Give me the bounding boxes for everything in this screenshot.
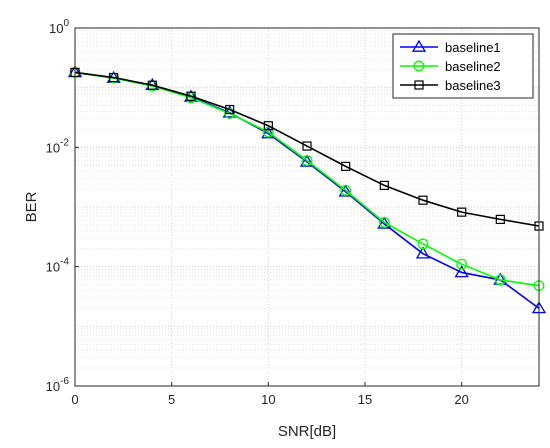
data-point-baseline3 — [418, 195, 428, 205]
data-point-baseline2 — [494, 274, 506, 286]
data-point-baseline3 — [147, 80, 157, 90]
data-point-baseline1 — [338, 184, 353, 197]
legend: baseline1 baseline2 baseline3 — [392, 33, 534, 99]
data-point-baseline2 — [224, 107, 236, 119]
data-point-baseline3 — [225, 104, 235, 115]
x-tick-label: 5 — [168, 392, 175, 407]
data-point-baseline2 — [301, 155, 313, 167]
legend-entry-baseline3: baseline3 — [400, 78, 501, 93]
y-tick-label: 10-6 — [46, 376, 70, 394]
x-tick-label: 10 — [261, 392, 275, 407]
x-tick-label: 15 — [358, 392, 372, 407]
data-point-baseline3 — [302, 141, 312, 151]
data-point-baseline2 — [378, 217, 390, 228]
legend-label: baseline1 — [445, 40, 501, 55]
x-ticks: 0 5 10 15 20 — [71, 382, 469, 407]
y-tick-label: 100 — [49, 18, 69, 36]
legend-label: baseline2 — [445, 59, 501, 74]
data-point-baseline1 — [261, 126, 276, 139]
data-point-baseline1 — [299, 154, 315, 167]
series-group — [67, 65, 547, 314]
data-point-baseline2 — [262, 126, 274, 138]
data-point-baseline3 — [495, 214, 505, 224]
data-point-baseline3 — [186, 91, 196, 101]
y-axis-label: BER — [23, 191, 40, 222]
x-axis-label: SNR[dB] — [278, 423, 336, 440]
legend-marker — [411, 39, 427, 52]
data-point-baseline3 — [263, 121, 273, 131]
data-point-baseline2 — [340, 184, 352, 196]
data-point-baseline1 — [377, 216, 392, 229]
x-tick-label: 20 — [454, 392, 468, 407]
data-point-baseline3 — [341, 161, 351, 171]
legend-entry-baseline1: baseline1 — [400, 39, 501, 55]
data-point-baseline1 — [415, 246, 431, 259]
x-tick-label: 0 — [71, 392, 78, 407]
data-point-baseline3 — [457, 207, 467, 217]
data-point-baseline3 — [109, 72, 119, 83]
data-point-baseline3 — [379, 180, 389, 191]
series-line-baseline3 — [74, 71, 540, 227]
data-point-baseline2 — [456, 258, 468, 270]
legend-entry-baseline2: baseline2 — [400, 59, 501, 74]
y-tick-label: 10-4 — [46, 257, 70, 275]
y-tick-label: 10-2 — [46, 137, 70, 155]
legend-marker — [413, 60, 425, 72]
legend-marker — [414, 80, 424, 90]
data-point-baseline1 — [454, 265, 469, 278]
y-ticks: 100 10-2 10-4 10-6 — [46, 18, 79, 394]
data-point-baseline2 — [417, 238, 429, 250]
plot-border — [74, 27, 540, 387]
legend-label: baseline3 — [445, 78, 501, 93]
